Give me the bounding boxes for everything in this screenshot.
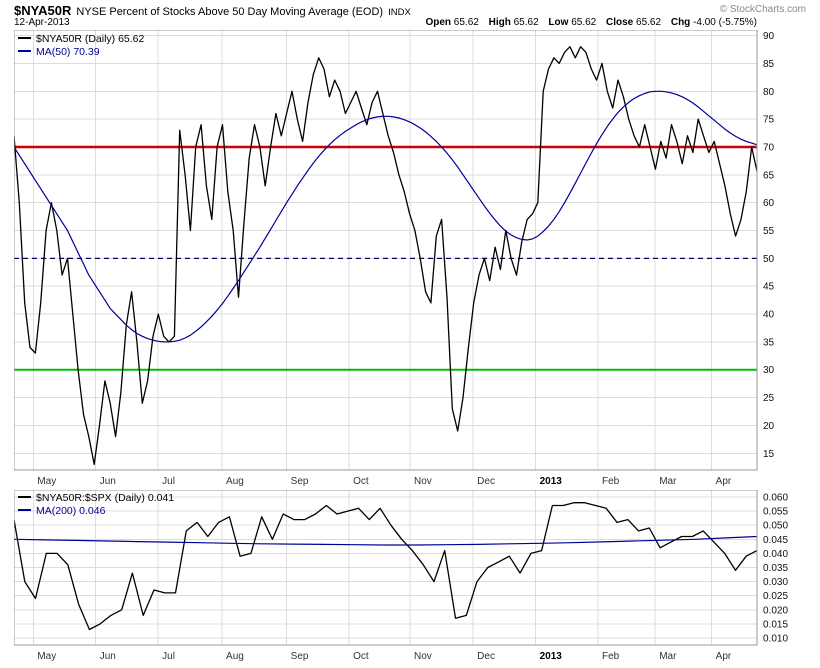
svg-text:0.050: 0.050 [763,521,788,532]
svg-text:0.025: 0.025 [763,591,788,602]
svg-text:Sep: Sep [291,651,309,662]
svg-text:15: 15 [763,449,775,460]
svg-text:55: 55 [763,226,775,237]
ma200-line-swatch-icon [18,509,31,512]
ratio-chart-legend: $NYA50R:$SPX (Daily) 0.041 MA(200) 0.046 [18,492,174,518]
svg-text:May: May [37,651,56,662]
svg-text:50: 50 [763,254,775,265]
svg-text:Dec: Dec [477,651,495,662]
ratio-line-swatch-icon [18,496,31,499]
svg-text:Aug: Aug [226,476,244,487]
svg-text:2013: 2013 [540,651,563,662]
quote-low: Low 65.62 [548,17,597,28]
exchange-label: INDX [388,7,411,18]
svg-text:Jul: Jul [162,476,175,487]
main-chart: 90 85 80 75 70 65 60 55 50 45 40 35 30 25 20 15 May Jun Ju… [14,30,775,487]
svg-text:Oct: Oct [353,476,369,487]
ticker-symbol: $NYA50R [14,3,72,18]
svg-text:60: 60 [763,198,775,209]
svg-text:Apr: Apr [716,651,732,662]
svg-text:80: 80 [763,87,775,98]
svg-text:0.040: 0.040 [763,549,788,560]
svg-text:2013: 2013 [540,476,563,487]
quote-high: High 65.62 [488,17,539,28]
svg-text:Oct: Oct [353,651,369,662]
svg-text:20: 20 [763,421,775,432]
legend-item-ratio: $NYA50R:$SPX (Daily) 0.041 [18,492,174,505]
svg-text:90: 90 [763,31,775,42]
svg-text:85: 85 [763,59,775,70]
svg-text:0.010: 0.010 [763,633,788,644]
stockcharts-copyright: © StockCharts.com [719,4,806,15]
legend-item-ma50: MA(50) 70.39 [18,46,144,59]
svg-text:Feb: Feb [602,476,620,487]
main-chart-legend: $NYA50R (Daily) 65.62 MA(50) 70.39 [18,33,144,59]
svg-text:Mar: Mar [659,476,677,487]
ohlc-quote-bar: Open 65.62 High 65.62 Low 65.62 Close 65… [418,17,757,28]
svg-text:Jun: Jun [100,651,116,662]
svg-text:0.020: 0.020 [763,605,788,616]
svg-text:45: 45 [763,282,775,293]
chart-header: $NYA50R NYSE Percent of Stocks Above 50 D… [14,2,411,20]
price-line-swatch-icon [18,37,31,40]
svg-text:65: 65 [763,170,775,181]
svg-text:Nov: Nov [414,476,432,487]
svg-text:0.035: 0.035 [763,563,788,574]
svg-text:Apr: Apr [716,476,732,487]
svg-text:Nov: Nov [414,651,432,662]
svg-text:0.015: 0.015 [763,619,788,630]
svg-text:25: 25 [763,393,775,404]
svg-text:0.060: 0.060 [763,493,788,504]
svg-text:0.045: 0.045 [763,535,788,546]
chart-title: NYSE Percent of Stocks Above 50 Day Movi… [76,6,384,18]
svg-text:35: 35 [763,337,775,348]
legend-item-price: $NYA50R (Daily) 65.62 [18,33,144,46]
svg-text:Sep: Sep [291,476,309,487]
svg-text:Feb: Feb [602,651,620,662]
svg-text:70: 70 [763,142,775,153]
svg-text:0.030: 0.030 [763,577,788,588]
ma50-line-swatch-icon [18,50,31,53]
svg-text:Mar: Mar [659,651,677,662]
svg-text:May: May [37,476,56,487]
svg-text:Jul: Jul [162,651,175,662]
svg-text:0.055: 0.055 [763,507,788,518]
quote-open: Open 65.62 [425,17,479,28]
svg-text:40: 40 [763,310,775,321]
quote-change: Chg -4.00 (-5.75%) [670,17,757,28]
svg-text:Dec: Dec [477,476,495,487]
svg-text:Aug: Aug [226,651,244,662]
svg-text:Jun: Jun [100,476,116,487]
ratio-chart: 0.060 0.055 0.050 0.045 0.040 0.035 0.030 0.025… [14,490,788,662]
svg-text:30: 30 [763,365,775,376]
svg-text:75: 75 [763,115,775,126]
chart-date: 12-Apr-2013 [14,17,70,28]
quote-close: Close 65.62 [606,17,662,28]
legend-item-ma200: MA(200) 0.046 [18,505,174,518]
